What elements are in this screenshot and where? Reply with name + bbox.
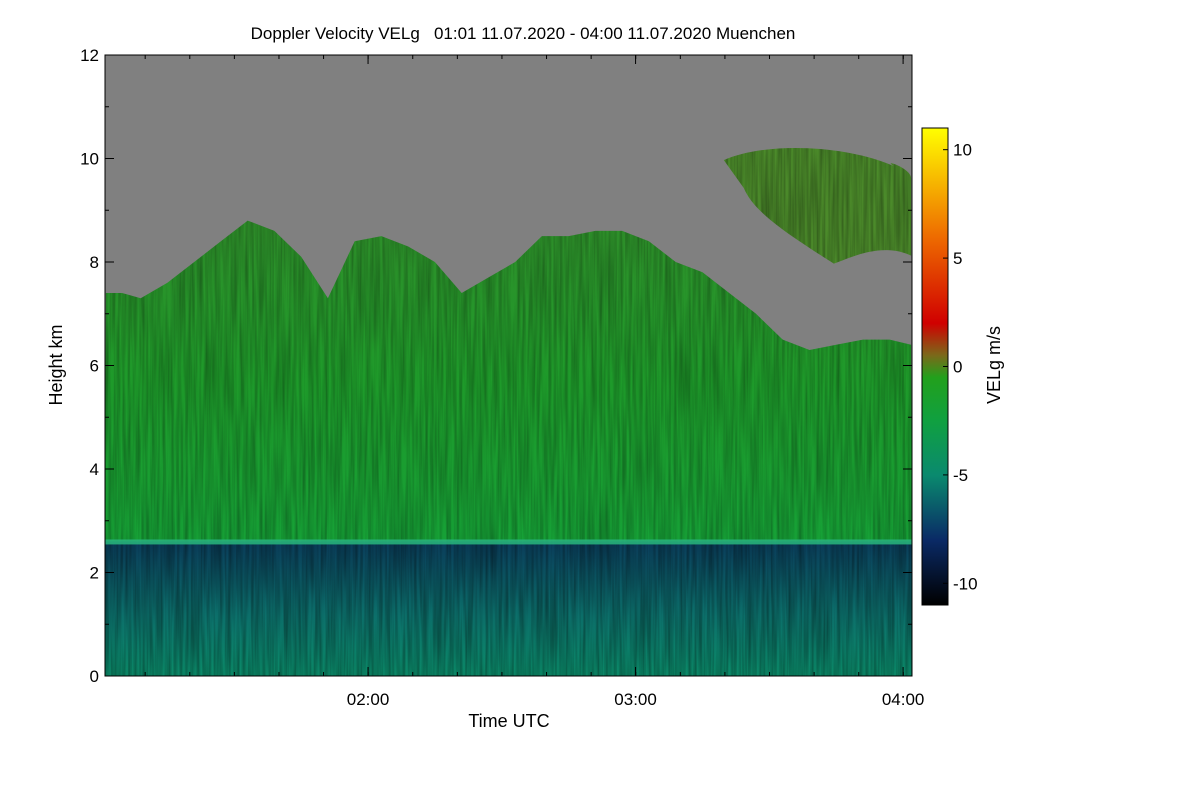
boundary-layer-top-edge	[105, 539, 912, 545]
cloud-layer-updraft-streaks	[105, 220, 912, 542]
y-tick-label: 2	[90, 564, 99, 583]
y-tick-label: 4	[90, 460, 99, 479]
colorbar-tick-label: 10	[953, 141, 972, 160]
x-tick-label: 02:00	[347, 690, 390, 709]
colorbar-tick-label: 0	[953, 358, 962, 377]
y-tick-label: 6	[90, 357, 99, 376]
colorbar: 10 5 0 -5 -10	[921, 127, 978, 606]
chart-title: Doppler Velocity VELg 01:01 11.07.2020 -…	[251, 24, 796, 43]
y-tick-label: 12	[80, 46, 99, 65]
y-tick-label: 8	[90, 253, 99, 272]
x-axis-label: Time UTC	[468, 711, 549, 731]
colorbar-tick-label: 5	[953, 249, 962, 268]
y-tick-label: 0	[90, 667, 99, 686]
x-tick-label: 03:00	[614, 690, 657, 709]
colorbar-tick-label: -5	[953, 466, 968, 485]
plot-area	[105, 55, 912, 676]
upper-cloud-streaks	[723, 148, 912, 264]
colorbar-label: VELg m/s	[984, 326, 1004, 404]
colorbar-tick-label: -10	[953, 574, 978, 593]
y-axis: 0 2 4 6 8 10 12	[80, 46, 912, 686]
x-tick-label: 04:00	[882, 690, 925, 709]
y-tick-label: 10	[80, 150, 99, 169]
y-axis-label: Height km	[46, 324, 66, 405]
boundary-layer-streaks	[105, 541, 912, 676]
x-axis: 02:00 03:00 04:00	[144, 55, 925, 709]
